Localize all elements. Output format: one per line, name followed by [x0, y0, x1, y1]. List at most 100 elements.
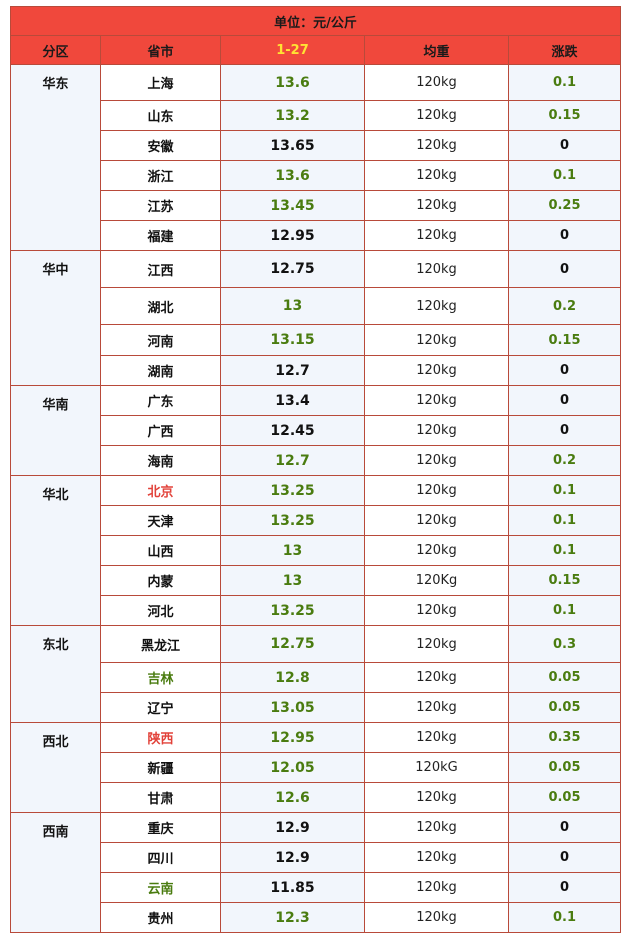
table-row: 西南 重庆 12.9 120kg 0 — [10, 812, 621, 933]
region-cell: 华东 — [10, 64, 101, 251]
price-cell: 13.25 — [220, 475, 365, 506]
province-cell: 广西 — [100, 415, 221, 446]
province-cell: 吉林 — [100, 662, 221, 693]
province-cell: 天津 — [100, 505, 221, 536]
province-cell: 内蒙 — [100, 565, 221, 596]
weight-cell: 120kg — [364, 662, 509, 693]
price-cell: 13.15 — [220, 324, 365, 356]
weight-cell: 120kg — [364, 842, 509, 873]
province-cell: 山东 — [100, 100, 221, 131]
table-row: 东北 黑龙江 12.75 120kg 0.3 — [10, 625, 621, 723]
table-row: 西北 陕西 12.95 120kg 0.35 — [10, 722, 621, 813]
price-cell: 11.85 — [220, 872, 365, 903]
price-cell: 12.05 — [220, 752, 365, 783]
price-cell: 12.7 — [220, 445, 365, 476]
table-row: 辽宁 13.05 120kg 0.05 — [11, 692, 621, 723]
table-row: 安徽 13.65 120kg 0 — [11, 130, 621, 161]
change-cell: 0 — [508, 385, 621, 416]
table-row: 江苏 13.45 120kg 0.25 — [11, 190, 621, 221]
price-cell: 12.6 — [220, 782, 365, 813]
province-cell: 湖南 — [100, 355, 221, 386]
price-table-container: 单位：元/公斤 分区 省市 1-27 均重 涨跌 华东 上海 13.6 120kg 0.… — [10, 6, 621, 933]
weight-cell: 120kg — [364, 872, 509, 903]
header-date: 1-27 — [220, 35, 365, 65]
province-cell: 辽宁 — [100, 692, 221, 723]
weight-cell: 120kg — [364, 385, 509, 416]
weight-cell: 120kg — [364, 250, 509, 288]
change-cell: 0 — [508, 355, 621, 386]
header-weight: 均重 — [364, 35, 509, 65]
province-cell: 云南 — [100, 872, 221, 903]
province-cell: 河北 — [100, 595, 221, 626]
change-cell: 0.1 — [508, 535, 621, 566]
price-cell: 12.95 — [220, 722, 365, 753]
table-row: 河南 13.15 120kg 0.15 — [11, 324, 621, 356]
price-cell: 13 — [220, 535, 365, 566]
weight-cell: 120kg — [364, 130, 509, 161]
change-cell: 0.1 — [508, 595, 621, 626]
province-cell: 陕西 — [100, 722, 221, 753]
price-cell: 12.75 — [220, 250, 365, 288]
change-cell: 0 — [508, 872, 621, 903]
table-row: 华中 江西 12.75 120kg 0 — [10, 250, 621, 386]
change-cell: 0.1 — [508, 160, 621, 191]
weight-cell: 120Kg — [364, 565, 509, 596]
table-row: 广西 12.45 120kg 0 — [11, 415, 621, 446]
pig-price-table: 单位：元/公斤 分区 省市 1-27 均重 涨跌 华东 上海 13.6 120kg 0.… — [10, 6, 621, 933]
price-cell: 12.95 — [220, 220, 365, 251]
province-cell: 北京 — [100, 475, 221, 506]
province-cell: 安徽 — [100, 130, 221, 161]
price-cell: 12.9 — [220, 842, 365, 873]
price-cell: 12.8 — [220, 662, 365, 693]
price-cell: 12.75 — [220, 625, 365, 663]
weight-cell: 120kg — [364, 190, 509, 221]
change-cell: 0 — [508, 250, 621, 288]
table-row: 浙江 13.6 120kg 0.1 — [11, 160, 621, 191]
province-cell: 河南 — [100, 324, 221, 356]
province-cell: 广东 — [100, 385, 221, 416]
change-cell: 0.3 — [508, 625, 621, 663]
weight-cell: 120kg — [364, 287, 509, 325]
table-row: 甘肃 12.6 120kg 0.05 — [11, 782, 621, 813]
change-cell: 0.35 — [508, 722, 621, 753]
price-cell: 13.6 — [220, 160, 365, 191]
change-cell: 0.1 — [508, 902, 621, 933]
header-province: 省市 — [100, 35, 221, 65]
change-cell: 0.2 — [508, 445, 621, 476]
header-region: 分区 — [10, 35, 101, 65]
weight-cell: 120kg — [364, 64, 509, 101]
change-cell: 0.05 — [508, 752, 621, 783]
weight-cell: 120kg — [364, 625, 509, 663]
change-cell: 0.15 — [508, 324, 621, 356]
province-cell: 海南 — [100, 445, 221, 476]
price-cell: 12.45 — [220, 415, 365, 446]
province-cell: 甘肃 — [100, 782, 221, 813]
table-row: 海南 12.7 120kg 0.2 — [11, 445, 621, 476]
change-cell: 0.15 — [508, 565, 621, 596]
change-cell: 0 — [508, 415, 621, 446]
table-body: 华东 上海 13.6 120kg 0.1 山东 13.2 120kg 0.15 安徽 13.65 12… — [10, 64, 621, 933]
province-cell: 贵州 — [100, 902, 221, 933]
region-cell: 华北 — [10, 475, 101, 626]
change-cell: 0.05 — [508, 662, 621, 693]
price-cell: 12.9 — [220, 812, 365, 843]
province-cell: 黑龙江 — [100, 625, 221, 663]
change-cell: 0.05 — [508, 782, 621, 813]
weight-cell: 120kg — [364, 535, 509, 566]
province-cell: 福建 — [100, 220, 221, 251]
province-cell: 四川 — [100, 842, 221, 873]
table-row: 山东 13.2 120kg 0.15 — [11, 100, 621, 131]
weight-cell: 120kg — [364, 324, 509, 356]
price-cell: 13.65 — [220, 130, 365, 161]
weight-cell: 120kg — [364, 595, 509, 626]
weight-cell: 120kg — [364, 692, 509, 723]
price-cell: 13.45 — [220, 190, 365, 221]
change-cell: 0.1 — [508, 64, 621, 101]
province-cell: 湖北 — [100, 287, 221, 325]
weight-cell: 120kg — [364, 445, 509, 476]
table-row: 湖北 13 120kg 0.2 — [11, 287, 621, 325]
price-cell: 12.3 — [220, 902, 365, 933]
table-row: 福建 12.95 120kg 0 — [11, 220, 621, 251]
weight-cell: 120kg — [364, 415, 509, 446]
unit-label: 单位：元/公斤 — [10, 6, 621, 36]
